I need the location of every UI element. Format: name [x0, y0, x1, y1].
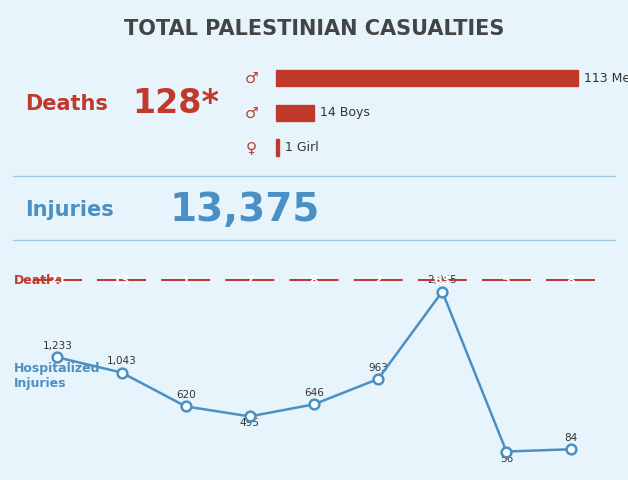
Text: 1,233: 1,233	[43, 341, 72, 351]
Text: 14 Boys: 14 Boys	[320, 107, 370, 120]
Text: 1: 1	[181, 274, 190, 287]
Text: 8: 8	[566, 274, 575, 287]
Text: 56: 56	[500, 454, 513, 464]
Text: 7: 7	[246, 274, 254, 287]
Text: 8: 8	[310, 274, 318, 287]
Text: 2: 2	[374, 274, 382, 287]
Text: 495: 495	[240, 419, 260, 429]
Text: Deaths: Deaths	[25, 94, 108, 114]
Text: 963: 963	[368, 362, 388, 372]
Text: 2,055: 2,055	[428, 275, 457, 285]
Text: 128*: 128*	[132, 87, 219, 120]
Text: Injuries: Injuries	[25, 200, 114, 220]
Text: ♂: ♂	[244, 71, 258, 86]
Text: 646: 646	[304, 388, 324, 398]
Text: ♀: ♀	[246, 140, 257, 155]
Text: Hospitalized
Injuries: Hospitalized Injuries	[14, 362, 100, 390]
Text: 13: 13	[113, 274, 130, 287]
Text: 84: 84	[564, 433, 577, 443]
Text: 1 Girl: 1 Girl	[285, 141, 319, 154]
FancyBboxPatch shape	[276, 70, 578, 86]
Text: 21: 21	[49, 274, 66, 287]
Text: 620: 620	[176, 390, 195, 400]
Text: 13,375: 13,375	[170, 191, 320, 229]
Text: 63: 63	[434, 274, 451, 287]
Text: 5: 5	[502, 274, 511, 287]
FancyBboxPatch shape	[276, 105, 313, 121]
Text: Deaths: Deaths	[14, 274, 63, 287]
Text: TOTAL PALESTINIAN CASUALTIES: TOTAL PALESTINIAN CASUALTIES	[124, 19, 504, 39]
FancyBboxPatch shape	[276, 139, 279, 156]
Text: 1,043: 1,043	[107, 356, 136, 366]
Text: 113 Men: 113 Men	[584, 72, 628, 85]
Text: ♂: ♂	[244, 106, 258, 120]
